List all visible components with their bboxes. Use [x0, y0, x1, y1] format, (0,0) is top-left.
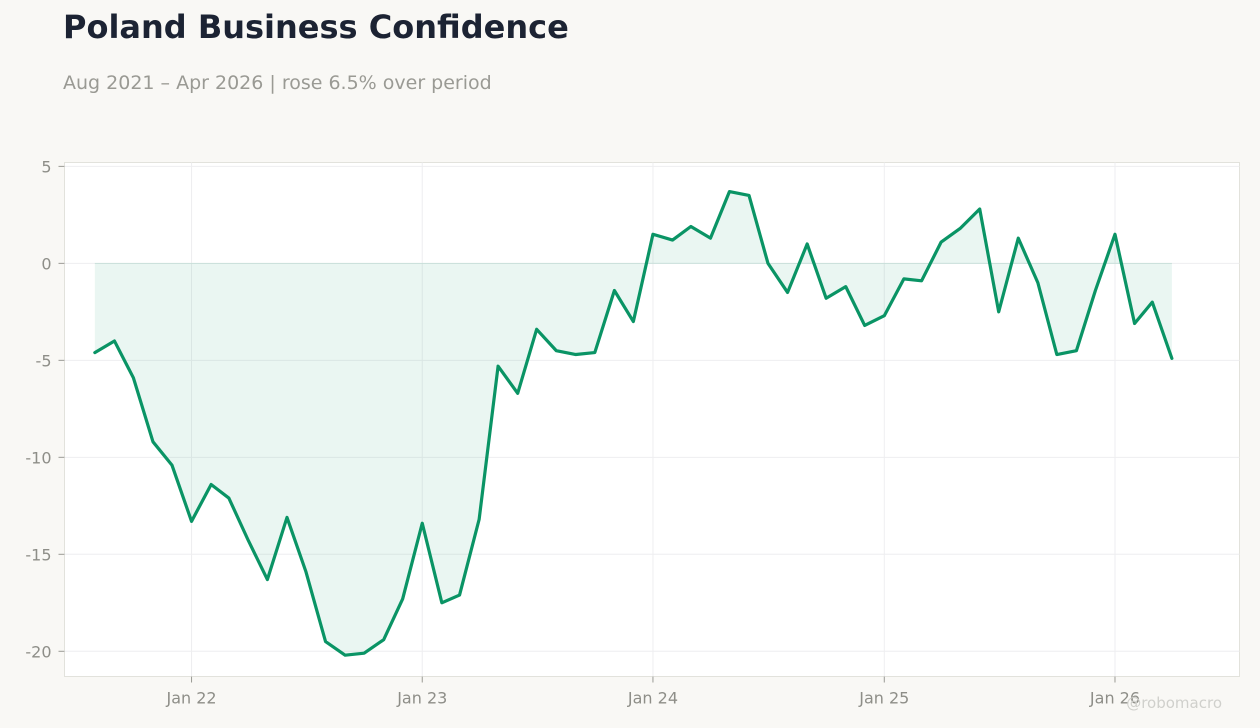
line-layer	[93, 189, 1174, 657]
data-point	[825, 297, 828, 300]
data-point	[132, 376, 135, 379]
data-point	[997, 310, 1000, 313]
data-point	[766, 262, 769, 265]
data-point	[959, 227, 962, 230]
watermark: @robomacro	[1126, 694, 1222, 712]
data-point	[497, 365, 500, 368]
y-tick-label: -20	[25, 642, 51, 661]
plot-area	[64, 162, 1240, 677]
data-point	[1075, 349, 1078, 352]
data-point	[748, 194, 751, 197]
data-point	[806, 242, 809, 245]
data-point	[902, 277, 905, 280]
x-axis: Jan 22 Jan 23 Jan 24 Jan 25 Jan 26	[165, 676, 1140, 708]
data-point	[516, 392, 519, 395]
data-point	[93, 351, 96, 354]
data-point	[883, 314, 886, 317]
data-point	[1113, 233, 1116, 236]
data-point	[651, 233, 654, 236]
y-tick-label: 5	[41, 157, 51, 176]
data-point	[266, 578, 269, 581]
data-point	[728, 190, 731, 193]
data-point	[363, 652, 366, 655]
data-point	[671, 239, 674, 242]
data-point	[324, 640, 327, 643]
data-point	[1133, 322, 1136, 325]
data-point	[210, 483, 213, 486]
y-axis: 5 0 -5 -10 -15 -20	[25, 157, 65, 661]
data-point	[613, 289, 616, 292]
data-point	[940, 241, 943, 244]
data-point	[709, 237, 712, 240]
data-point	[574, 353, 577, 356]
series-area	[94, 191, 1172, 656]
data-point	[632, 320, 635, 323]
y-tick-label: 0	[41, 254, 51, 273]
data-point	[382, 638, 385, 641]
y-tick-label: -15	[25, 545, 51, 564]
x-tick-label: Jan 26	[1089, 689, 1140, 708]
data-point	[1055, 353, 1058, 356]
data-point	[247, 539, 250, 542]
series-line	[93, 189, 1174, 657]
data-point	[863, 324, 866, 327]
data-point	[458, 594, 461, 597]
data-point	[1170, 357, 1173, 360]
data-point	[1094, 289, 1097, 292]
y-tick-label: -5	[36, 351, 52, 370]
y-tick-label: -10	[25, 448, 51, 467]
data-point	[593, 351, 596, 354]
x-tick-label: Jan 22	[165, 689, 216, 708]
data-point	[535, 328, 538, 331]
data-point	[401, 597, 404, 600]
data-point	[151, 440, 154, 443]
data-point	[113, 339, 116, 342]
area-layer	[94, 191, 1172, 656]
data-point	[1036, 281, 1039, 284]
data-point	[190, 520, 193, 523]
data-point	[978, 208, 981, 211]
data-point	[421, 522, 424, 525]
grid-lines	[64, 162, 1240, 677]
data-point	[1017, 237, 1020, 240]
data-point	[440, 601, 443, 604]
data-point	[285, 516, 288, 519]
data-point	[344, 654, 347, 657]
data-point	[786, 291, 789, 294]
data-point	[227, 497, 230, 500]
data-point	[1151, 301, 1154, 304]
data-point	[478, 518, 481, 521]
x-tick-label: Jan 24	[627, 689, 678, 708]
data-point	[170, 464, 173, 467]
data-point	[555, 349, 558, 352]
data-point	[920, 279, 923, 282]
chart-subtitle: Aug 2021 – Apr 2026 | rose 6.5% over per…	[63, 72, 492, 94]
data-point	[844, 285, 847, 288]
x-tick-label: Jan 25	[858, 689, 909, 708]
data-point	[304, 570, 307, 573]
chart-title: Poland Business Confidence	[63, 8, 569, 46]
data-point	[689, 225, 692, 228]
x-tick-label: Jan 23	[396, 689, 447, 708]
